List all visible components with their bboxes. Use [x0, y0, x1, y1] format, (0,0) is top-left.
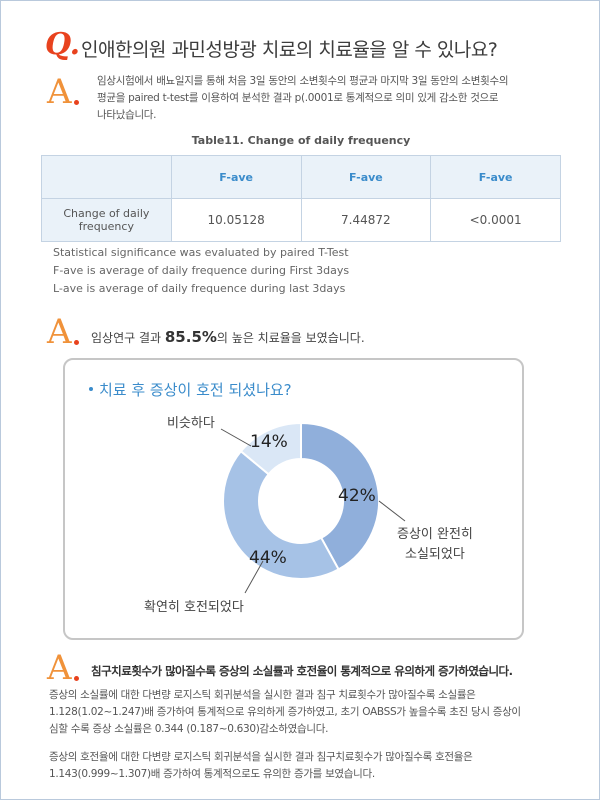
slice-similar [239, 421, 302, 476]
answer-3-paragraph-2: 증상의 호전율에 대한 다변량 로지스틱 회귀분석을 실시한 결과 침구치료횟수… [49, 749, 579, 783]
table-header-cell: F-ave [430, 155, 561, 199]
table-row: Change of daily frequency 10.05128 7.448… [41, 198, 561, 242]
slice-value-similar: 14% [250, 432, 288, 452]
answer-3-p2-line-1: 증상의 호전율에 대한 다변량 로지스틱 회귀분석을 실시한 결과 침구치료횟수… [49, 751, 473, 763]
leader-line-improved [244, 560, 264, 594]
slice-label-complete-line-1: 증상이 완전히 [397, 527, 473, 542]
cure-rate: 85.5% [164, 328, 217, 346]
slice-label-complete-line-2: 소실되었다 [405, 547, 465, 562]
answer-2-text: 임상연구 결과 85.5%의 높은 치료율을 보였습니다. [91, 328, 365, 346]
frequency-table: F-ave F-ave F-ave Change of daily freque… [41, 155, 561, 242]
answer-2-after: 의 높은 치료율을 보였습니다. [216, 331, 365, 345]
table-header-cell: F-ave [300, 155, 432, 199]
answer-3-paragraph-1: 증상의 소실률에 대한 다변량 로지스틱 회귀분석을 실시한 결과 침구 치료횟… [49, 687, 579, 738]
table-cell: 7.44872 [300, 198, 432, 242]
answer-1-line-3: 나타났습니다. [97, 109, 157, 121]
table-cell: 10.05128 [170, 198, 302, 242]
bullet-dot-icon [89, 387, 93, 391]
table-title: Table11. Change of daily frequency [191, 134, 411, 147]
slice-label-improved: 확연히 호전되었다 [144, 600, 244, 615]
note-line: L-ave is average of daily frequence duri… [53, 282, 346, 295]
slice-complete [300, 421, 380, 571]
answer-1-line-2: 평균을 paired t-test를 이용하여 분석한 결과 p(.0001로 … [97, 92, 499, 104]
table-header-cell [41, 155, 172, 199]
answer-2-before: 임상연구 결과 [91, 331, 165, 345]
chart-title: 치료 후 증상이 호전 되셨나요? [99, 381, 292, 399]
question-mark: Q. [45, 27, 81, 62]
note-line: F-ave is average of daily frequence duri… [53, 264, 350, 277]
answer-3-p1-line-3: 심할 수록 증상 소실률은 0.344 (0.187~0.630)감소하였습니다… [49, 723, 329, 735]
row-label-line-2: frequency [78, 220, 134, 233]
answer-3-p2-line-2: 1.143(0.999~1.307)배 증가하여 통계적으로도 유의한 증가를 … [49, 768, 375, 780]
answer-mark-2: A [47, 312, 79, 352]
answer-3-p1-line-2: 1.128(1.02~1.247)배 증가하여 통계적으로 유의하게 증가하였고… [49, 706, 521, 718]
slice-value-improved: 44% [249, 548, 287, 568]
answer-mark-3: A [47, 648, 79, 688]
slice-improved [222, 449, 340, 580]
table-row-label: Change of daily frequency [41, 198, 172, 242]
answer-1-line-1: 임상시험에서 배뇨일지를 통해 처음 3일 동안의 소변횟수의 평균과 마지막 … [97, 75, 509, 87]
question-title: 인애한의원 과민성방광 치료의 치료율을 알 수 있나요? [81, 39, 498, 61]
answer-3-heading: 침구치료횟수가 많아질수록 증상의 소실률과 호전율이 통계적으로 유의하게 증… [91, 664, 513, 678]
table-cell: <0.0001 [430, 198, 561, 242]
table-header-cell: F-ave [170, 155, 302, 199]
leader-line-complete [378, 500, 406, 522]
slice-label-similar: 비슷하다 [167, 416, 215, 431]
table-header-row: F-ave F-ave F-ave [41, 155, 561, 199]
row-label-line-1: Change of daily [63, 207, 150, 220]
chart-panel [63, 358, 524, 640]
answer-1-text: 임상시험에서 배뇨일지를 통해 처음 3일 동안의 소변횟수의 평균과 마지막 … [97, 73, 577, 124]
answer-mark-1: A [47, 72, 79, 112]
answer-3-p1-line-1: 증상의 소실률에 대한 다변량 로지스틱 회귀분석을 실시한 결과 침구 치료횟… [49, 689, 476, 701]
slice-value-complete: 42% [338, 486, 376, 506]
leader-line-similar [220, 428, 252, 447]
table-notes: Statistical significance was evaluated b… [53, 244, 349, 298]
note-line: Statistical significance was evaluated b… [53, 246, 349, 259]
